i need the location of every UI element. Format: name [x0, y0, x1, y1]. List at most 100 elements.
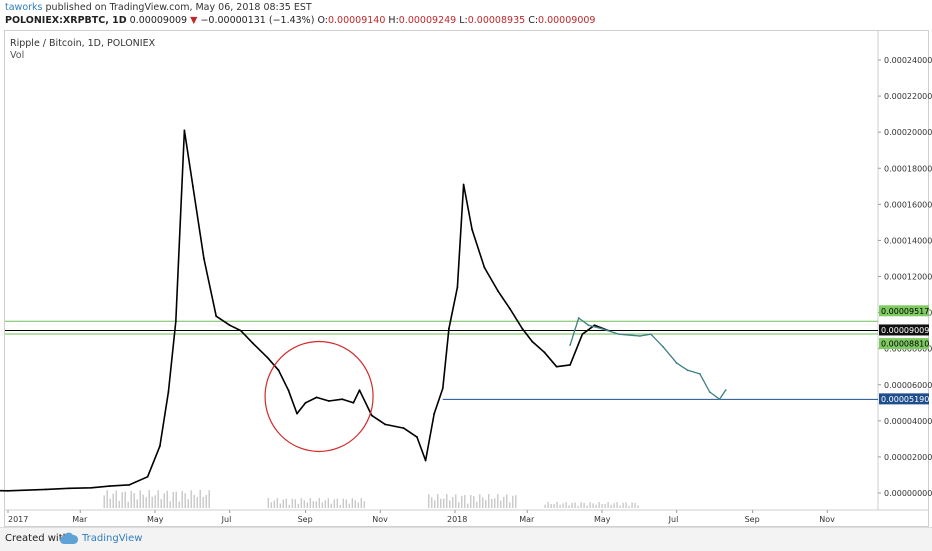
volume-bar: [202, 496, 204, 508]
publish-text: published on TradingView.com, May 06, 20…: [45, 2, 312, 13]
volume-bar: [634, 502, 636, 508]
data-point: [509, 308, 512, 310]
volume-label: Vol: [10, 50, 25, 61]
volume-bar: [470, 494, 472, 508]
data-point: [424, 459, 427, 462]
x-tick-label: 2017: [8, 515, 28, 524]
y-tick-label: 0.00008000: [884, 345, 932, 354]
data-point: [358, 389, 361, 392]
data-point: [146, 475, 149, 478]
data-point: [158, 445, 161, 447]
x-tick-label: Sep: [745, 515, 760, 524]
volume-bar: [544, 504, 546, 508]
volume-bar: [476, 501, 478, 508]
circle-annotation[interactable]: [264, 340, 374, 453]
volume-bar: [616, 502, 618, 508]
volume-bar: [491, 498, 493, 508]
volume-bar: [208, 490, 210, 508]
volume-bar: [503, 496, 505, 508]
volume-bar: [163, 493, 165, 508]
volume-bar: [607, 502, 609, 508]
data-point: [456, 286, 459, 289]
volume-bar: [157, 490, 159, 508]
volume-bar: [625, 502, 627, 508]
price-label-text: 0.00009009: [881, 326, 929, 335]
volume-bar: [547, 502, 549, 508]
volume-bar: [148, 490, 150, 508]
tradingview-cloud-icon: [60, 532, 78, 544]
y-tick-label: 0.00016000: [884, 200, 932, 209]
volume-bar: [473, 496, 475, 508]
price-chart[interactable]: 0.00024000 0.00022000 0.00020000 0.00018000…: [0, 0, 932, 527]
volume-bar: [515, 495, 517, 508]
publish-info: taworks published on TradingView.com, Ma…: [5, 2, 312, 13]
author-link[interactable]: taworks: [5, 2, 43, 13]
volume-bar: [631, 502, 633, 508]
projection-line-series: [569, 317, 727, 400]
volume-bar: [190, 490, 192, 508]
volume-bar: [345, 499, 348, 508]
ohlc-legend: POLONIEX:XRPBTC, 1D 0.00009009 ▼ −0.0000…: [5, 15, 595, 26]
volume-bar: [145, 497, 147, 508]
volume-bar: [437, 494, 439, 508]
change-arrow-icon: ▼: [190, 15, 198, 26]
volume-bar: [193, 494, 195, 508]
volume-bar: [562, 503, 564, 508]
data-point: [441, 387, 444, 390]
data-point: [496, 290, 499, 292]
tradingview-brand-link[interactable]: TradingView: [82, 533, 143, 544]
volume-bar: [601, 504, 603, 508]
x-tick-label: Mar: [72, 515, 88, 524]
data-point: [593, 324, 596, 327]
volume-bar: [139, 490, 141, 508]
volume-bar: [351, 498, 354, 508]
high-value: 0.00009249: [398, 15, 457, 26]
volume-bar: [288, 504, 291, 508]
data-point: [252, 342, 254, 345]
data-point: [639, 335, 641, 337]
volume-bar: [321, 502, 324, 508]
volume-bar: [360, 498, 363, 508]
change-value: −0.00000131 (−1.43%): [200, 15, 315, 26]
chart-frame: [4, 30, 929, 527]
volume-bar: [452, 497, 454, 508]
volume-bar: [574, 502, 576, 508]
price-label-text: 0.00005190: [881, 395, 929, 404]
y-tick-label: 0.00022000: [884, 92, 932, 101]
volume-bar: [586, 505, 588, 508]
data-point: [203, 257, 205, 260]
volume-bar: [309, 498, 312, 508]
volume-bar: [497, 494, 499, 508]
volume-bar: [509, 502, 511, 508]
volume-bar: [294, 499, 297, 508]
x-tick-label: Mar: [519, 515, 535, 524]
data-point: [531, 340, 534, 343]
x-tick-label: May: [147, 515, 164, 524]
volume-bar: [568, 505, 570, 508]
volume-bar: [357, 502, 360, 508]
volume-bar: [142, 494, 144, 508]
data-point: [686, 369, 689, 372]
volume-bar: [458, 502, 460, 508]
data-point: [569, 344, 572, 346]
data-point: [315, 396, 318, 399]
volume-bar: [363, 501, 366, 508]
volume-bar: [506, 494, 508, 508]
volume-bar: [339, 504, 342, 508]
x-tick-label: Jul: [221, 515, 232, 524]
data-point: [601, 327, 603, 330]
volume-bar: [172, 491, 174, 508]
volume-bar: [273, 500, 276, 508]
volume-bar: [455, 494, 457, 508]
y-tick-label: 0.00020000: [884, 128, 932, 137]
data-point: [483, 266, 486, 269]
data-point: [228, 324, 231, 327]
volume-bar: [443, 498, 445, 508]
data-point: [108, 485, 111, 488]
chart-title: Ripple / Bitcoin, 1D, POLONIEX: [10, 38, 156, 49]
footer-bar: Created with TradingView: [0, 527, 932, 551]
volume-bar: [613, 503, 615, 508]
data-point: [68, 487, 71, 490]
volume-bar: [109, 498, 111, 508]
volume-bar: [580, 502, 582, 508]
